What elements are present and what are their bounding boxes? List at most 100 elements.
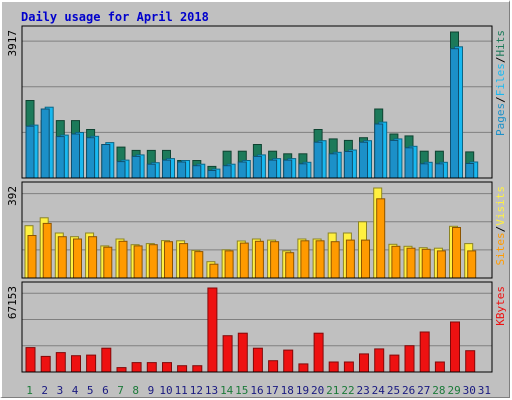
panel-kbytes-max-label: 67153: [6, 286, 19, 319]
bar-pages-day-13: [207, 170, 217, 179]
legend-entry: Pages: [494, 103, 507, 136]
x-tick-label-day-9: 9: [148, 384, 155, 397]
bar-pages-day-29: [450, 48, 459, 179]
bar-kbytes-day-13: [207, 287, 218, 373]
bar-pages-day-11: [177, 161, 187, 179]
x-tick-label-day-31: 31: [478, 384, 491, 397]
x-tick-label-day-16: 16: [250, 384, 263, 397]
legend-entry: Files: [494, 63, 507, 96]
bar-kbytes-day-7: [116, 367, 127, 373]
bar-sites-day-8: [133, 245, 143, 279]
bar-pages-day-6: [101, 144, 111, 179]
bar-kbytes-day-8: [131, 362, 142, 373]
bar-sites-day-7: [118, 240, 128, 279]
bar-sites-day-27: [421, 248, 431, 279]
panel-kbytes-border: [21, 281, 493, 373]
bar-kbytes-day-14: [222, 335, 233, 373]
bar-kbytes-day-4: [71, 355, 81, 373]
bar-kbytes-day-16: [252, 347, 263, 373]
panel-hits-files-pages-border: [21, 25, 493, 179]
x-tick-label-day-21: 21: [326, 384, 339, 397]
bar-kbytes-day-21: [328, 361, 339, 373]
bar-pages-day-17: [268, 159, 278, 179]
bar-pages-day-7: [116, 161, 126, 179]
x-tick-label-day-19: 19: [296, 384, 309, 397]
bar-pages-day-3: [55, 136, 65, 179]
bar-sites-day-22: [345, 239, 355, 279]
x-tick-label-day-5: 5: [87, 384, 94, 397]
legend-entry: Sites: [494, 232, 507, 265]
bar-sites-day-14: [224, 250, 234, 279]
bar-sites-day-26: [406, 247, 416, 279]
bar-sites-day-18: [285, 252, 295, 279]
x-tick-label-day-24: 24: [372, 384, 386, 397]
bar-sites-day-1: [27, 235, 37, 279]
x-tick-label-day-23: 23: [356, 384, 369, 397]
x-tick-label-day-10: 10: [159, 384, 172, 397]
bar-pages-day-22: [343, 151, 353, 179]
bar-sites-day-20: [315, 240, 325, 279]
bar-pages-day-25: [389, 139, 399, 179]
bar-pages-day-2: [40, 108, 50, 179]
bar-pages-day-18: [283, 159, 293, 179]
bar-kbytes-day-11: [177, 365, 188, 373]
x-tick-label-day-7: 7: [117, 384, 124, 397]
x-tick-label-day-8: 8: [132, 384, 139, 397]
bar-sites-day-12: [194, 251, 204, 279]
bar-pages-day-9: [146, 163, 156, 179]
x-tick-label-day-20: 20: [311, 384, 324, 397]
bar-kbytes-day-12: [192, 365, 203, 373]
bar-pages-day-5: [86, 137, 96, 179]
bar-kbytes-day-19: [298, 363, 309, 373]
bar-sites-day-16: [254, 240, 264, 279]
x-tick-label-day-28: 28: [432, 384, 445, 397]
bar-sites-day-2: [42, 222, 52, 279]
bar-kbytes-day-29: [450, 321, 460, 373]
bar-pages-day-27: [419, 163, 429, 179]
x-tick-label-day-27: 27: [417, 384, 430, 397]
bar-sites-day-21: [330, 241, 340, 279]
bar-kbytes-day-20: [313, 332, 324, 373]
bar-kbytes-day-27: [419, 331, 430, 373]
bar-pages-day-16: [252, 155, 262, 179]
bar-pages-day-8: [131, 155, 141, 179]
bar-pages-day-20: [313, 141, 323, 179]
x-tick-label-day-4: 4: [72, 384, 79, 397]
bar-sites-day-24: [376, 198, 386, 279]
bar-pages-day-1: [25, 125, 35, 179]
panel-hits-files-pages-max-label: 3917: [6, 30, 19, 57]
bar-sites-day-13: [209, 263, 219, 279]
bar-sites-day-5: [88, 236, 98, 279]
x-tick-label-day-3: 3: [57, 384, 64, 397]
panel-visits-sites-legend: Sites/Visits: [494, 186, 507, 266]
bar-kbytes-day-24: [374, 348, 385, 373]
legend-entry: /: [494, 226, 507, 233]
bar-sites-day-4: [73, 238, 82, 279]
bar-pages-day-26: [404, 147, 414, 179]
bar-pages-day-4: [71, 133, 80, 179]
bar-pages-day-21: [328, 153, 338, 179]
bar-pages-day-19: [298, 163, 308, 179]
bar-sites-day-15: [239, 242, 249, 279]
bar-sites-day-29: [452, 227, 461, 279]
x-tick-label-day-17: 17: [266, 384, 279, 397]
bar-pages-day-12: [192, 165, 202, 179]
bar-pages-day-14: [222, 165, 232, 179]
legend-entry: Visits: [494, 186, 507, 226]
legend-entry: Hits: [494, 30, 507, 57]
bar-sites-day-19: [300, 240, 310, 279]
legend-entry: KBytes: [494, 286, 507, 326]
bar-kbytes-day-25: [389, 354, 400, 373]
panel-visits-sites-border: [21, 181, 493, 279]
bar-sites-day-3: [57, 236, 67, 279]
x-tick-label-day-6: 6: [102, 384, 109, 397]
bar-pages-day-28: [434, 163, 444, 179]
x-tick-label-day-13: 13: [205, 384, 218, 397]
bar-sites-day-25: [391, 245, 401, 279]
x-tick-label-day-30: 30: [463, 384, 476, 397]
bar-sites-day-6: [103, 246, 113, 279]
bar-kbytes-day-5: [86, 354, 97, 373]
legend-entry: /: [494, 57, 507, 64]
